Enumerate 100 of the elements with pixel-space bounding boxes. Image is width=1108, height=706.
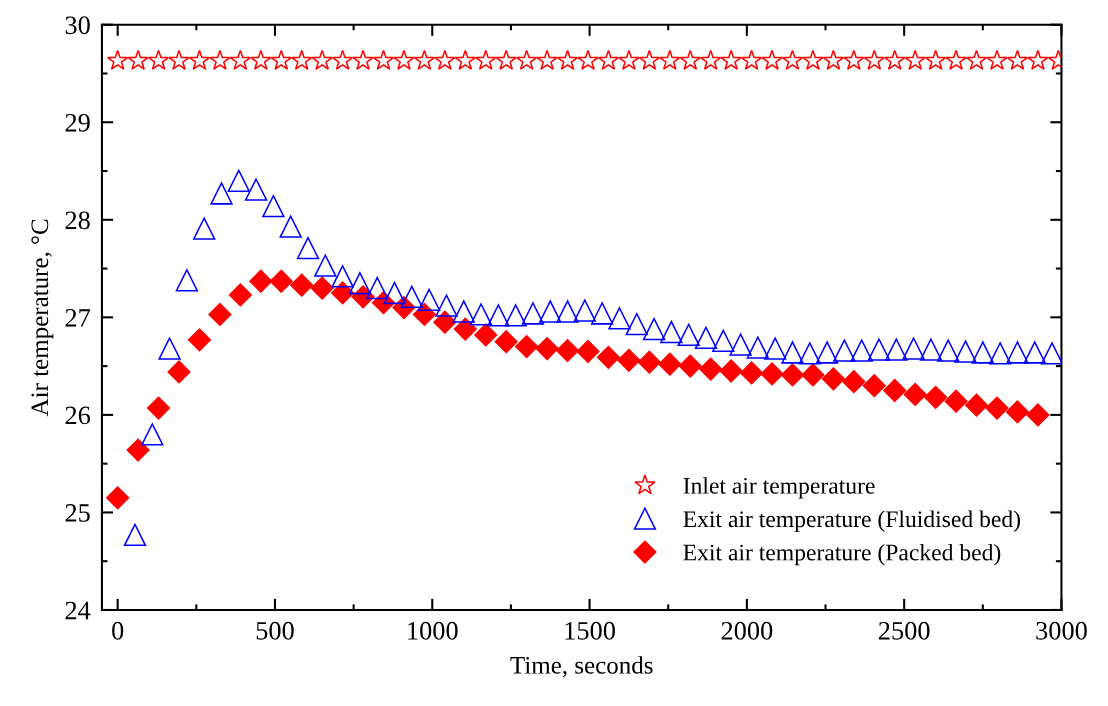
point [314,254,337,277]
point [1006,341,1029,364]
point [660,320,683,344]
point [677,323,700,347]
point [228,283,252,307]
point [187,328,212,352]
point [903,382,927,406]
point [863,49,885,70]
point [945,49,967,70]
point [515,335,539,359]
point [638,49,661,70]
point [141,423,164,446]
point [944,389,968,413]
point [700,49,722,70]
point [642,317,666,341]
point [209,49,231,70]
point [904,49,926,70]
legend-label: Inlet air temperature [683,477,875,499]
point [474,323,498,347]
point [208,302,232,326]
point [515,49,538,70]
point [393,49,415,70]
point [413,49,436,70]
point [147,49,170,70]
point [290,273,314,297]
point [729,333,752,356]
point [608,307,631,330]
point [539,300,562,323]
point [229,49,252,70]
y-tick-label: 24 [65,601,91,620]
x-tick-label: 1000 [408,621,458,640]
point [279,215,302,238]
point [719,359,743,383]
point [1027,49,1049,70]
point [843,49,865,70]
point [862,374,886,398]
point [352,49,374,70]
point [175,269,199,292]
point [435,294,458,317]
point [106,49,129,70]
point [780,363,805,387]
point [1040,342,1062,365]
point [167,360,191,384]
point [270,49,292,70]
point [452,300,475,323]
point [842,370,866,394]
x-axis-title: Time, seconds [510,656,653,678]
point [250,49,272,70]
y-tick-label: 27 [65,309,91,327]
x-tick-label: 0 [112,621,124,640]
point [954,340,977,363]
point [494,330,518,354]
point [1005,400,1029,424]
point [964,393,989,417]
point [487,304,510,327]
point [763,337,787,360]
point [127,49,149,70]
point [1023,341,1046,364]
point [366,276,389,300]
point [617,348,641,372]
point [504,304,527,327]
point [188,49,211,70]
point [372,49,395,70]
point [227,169,250,192]
point [822,49,845,70]
point [821,367,845,391]
point [679,49,701,70]
y-tick-label: 29 [65,113,90,132]
point [659,49,681,70]
point [618,49,640,70]
point [637,350,661,374]
point [597,49,620,70]
point [986,49,1008,70]
point [781,49,804,70]
point [883,378,907,403]
y-tick-label: 30 [65,16,90,35]
point [556,49,579,70]
point [269,269,293,293]
point [884,49,906,70]
point [1026,403,1050,427]
point [625,312,648,336]
point [262,194,285,218]
point [712,329,735,352]
point [168,49,190,70]
point [249,269,273,293]
point [210,182,233,205]
point [106,486,130,510]
point [596,345,621,369]
point [400,285,423,309]
legend-label: Exit air temperature (Fluidised bed) [683,510,1020,532]
point [576,339,600,364]
y-tick-label: 26 [65,406,91,425]
point [536,49,558,70]
x-tick-label: 2500 [878,621,930,640]
point [740,49,763,70]
point [535,336,559,361]
point [694,326,718,350]
point [965,49,988,70]
point [678,354,702,378]
point [454,49,476,70]
